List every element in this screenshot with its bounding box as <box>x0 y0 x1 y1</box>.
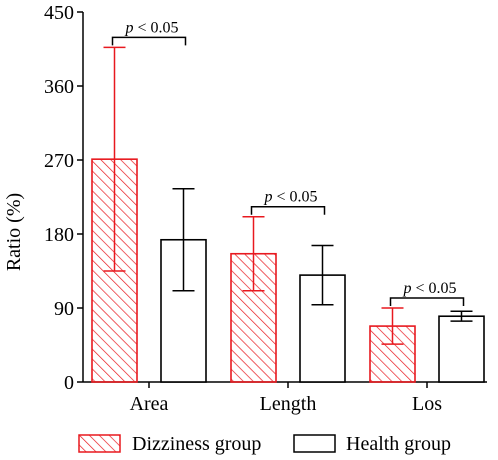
y-tick-label: 90 <box>54 298 74 320</box>
legend-label-dizziness: Dizziness group <box>132 433 261 455</box>
significance-label: p < 0.05 <box>402 280 456 297</box>
significance-label: p < 0.05 <box>263 189 317 206</box>
significance-bracket <box>389 297 465 306</box>
plot-area: 0 90 180 270 360 450 Area p < 0.05 Length p < 0.0… <box>44 2 487 415</box>
y-axis-label: Ratio (%) <box>3 193 25 271</box>
legend-swatch-health <box>293 434 336 453</box>
legend-swatch-dizziness <box>78 434 121 453</box>
y-tick-label: 270 <box>44 150 74 172</box>
legend: Dizziness group Health group <box>78 433 451 455</box>
significance-bracket <box>250 205 326 215</box>
y-tick-label: 450 <box>44 2 74 24</box>
x-tick-label: Area <box>130 393 169 415</box>
significance-label: p < 0.05 <box>124 19 178 36</box>
x-tick-label: Los <box>412 393 442 415</box>
y-tick-label: 360 <box>44 76 74 98</box>
bar-health-los <box>438 315 485 383</box>
significance-bracket <box>111 36 187 46</box>
x-tick-label: Length <box>260 393 317 415</box>
legend-label-health: Health group <box>346 433 451 455</box>
y-tick-label: 180 <box>44 224 74 246</box>
y-tick-label: 0 <box>64 372 74 394</box>
